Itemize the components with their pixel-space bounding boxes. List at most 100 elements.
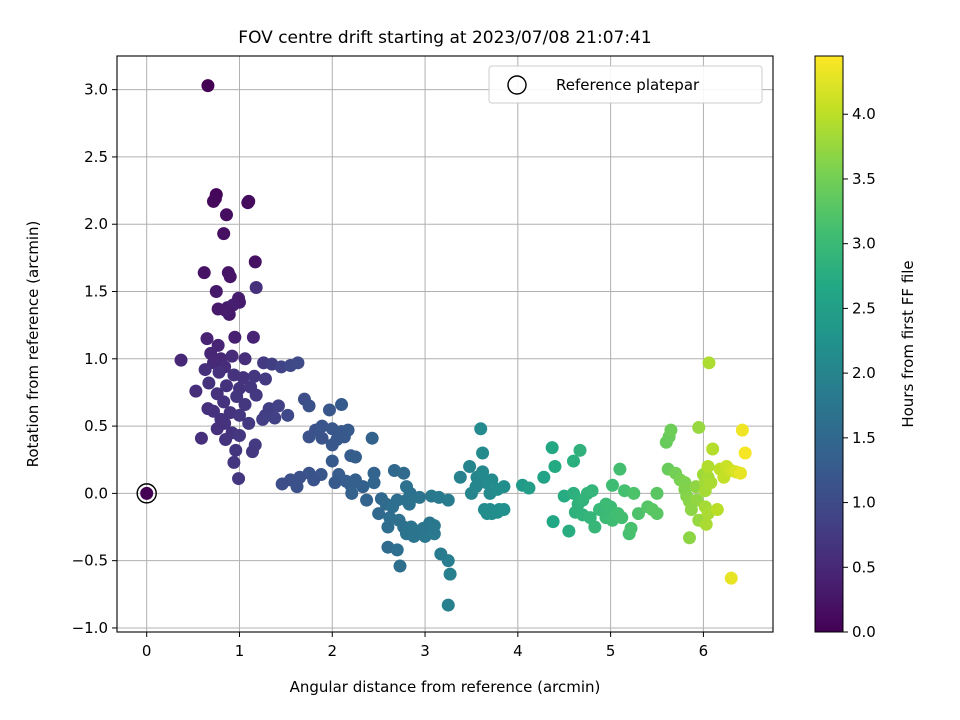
data-point: [290, 480, 304, 494]
data-point: [291, 356, 305, 370]
data-point: [227, 455, 241, 469]
colorbar-tick-label: 2.5: [852, 299, 876, 317]
data-point: [232, 472, 246, 486]
data-point: [443, 567, 457, 581]
y-axis-label: Rotation from reference (arcmin): [24, 221, 42, 468]
data-point: [546, 515, 560, 529]
data-point: [322, 403, 336, 417]
data-point: [393, 559, 407, 573]
x-axis-ticks: 0 1 2 3 4 5 6: [142, 632, 708, 660]
colorbar-label: Hours from first FF file: [899, 260, 917, 427]
data-point: [228, 330, 242, 344]
data-point: [367, 466, 381, 480]
data-point: [335, 398, 349, 412]
data-point: [453, 470, 467, 484]
data-point: [397, 466, 411, 480]
reference-marker-layer: [136, 483, 157, 504]
data-point: [249, 280, 263, 294]
x-tick-label: 6: [699, 642, 709, 660]
data-point: [212, 365, 226, 379]
data-point: [567, 454, 581, 468]
y-tick-label: 3.0: [84, 81, 108, 99]
y-tick-label: 2.0: [84, 215, 108, 233]
data-point: [631, 507, 645, 521]
data-point: [202, 376, 216, 390]
data-point: [469, 480, 483, 494]
data-point: [219, 379, 233, 393]
data-point: [390, 493, 404, 507]
data-point: [348, 450, 362, 464]
legend-entry-label: Reference platepar: [556, 76, 700, 94]
data-point: [217, 227, 231, 241]
chart-title: FOV centre drift starting at 2023/07/08 …: [238, 28, 651, 48]
data-point: [302, 399, 316, 413]
data-point: [548, 459, 562, 473]
data-point: [372, 507, 386, 521]
data-point: [627, 486, 641, 500]
reference-platepar-marker: [136, 483, 157, 504]
data-point: [463, 459, 477, 473]
x-tick-label: 2: [327, 642, 337, 660]
data-point: [474, 422, 488, 436]
data-point: [497, 503, 511, 517]
data-point: [356, 480, 370, 494]
data-point: [704, 476, 718, 490]
data-point: [230, 389, 244, 403]
data-point: [246, 330, 260, 344]
data-point: [238, 398, 252, 412]
data-point: [724, 571, 738, 585]
data-point: [706, 442, 720, 456]
data-point: [232, 429, 246, 443]
data-point: [537, 470, 551, 484]
data-point: [682, 531, 696, 545]
y-tick-label: 0.5: [84, 417, 108, 435]
colorbar-tick-label: 1.5: [852, 429, 876, 447]
y-tick-label: 1.0: [84, 350, 108, 368]
scatter-points: [174, 79, 752, 612]
data-point: [315, 431, 329, 445]
data-point: [248, 255, 262, 269]
data-point: [701, 459, 715, 473]
colorbar-ticks: 0.0 0.5 1.0 1.5 2.0 2.5 3.0 3.5 4.0: [843, 105, 876, 641]
data-point: [545, 441, 559, 455]
data-point: [315, 419, 329, 433]
data-point: [249, 388, 263, 402]
data-point: [271, 399, 285, 413]
data-point: [232, 408, 246, 422]
data-point: [588, 520, 602, 534]
data-point: [225, 349, 239, 363]
data-point: [567, 486, 581, 500]
data-point: [650, 486, 664, 500]
data-point: [734, 466, 748, 480]
data-point: [664, 423, 678, 437]
data-point: [219, 303, 233, 317]
data-point: [624, 521, 638, 535]
data-point: [174, 353, 188, 367]
data-point: [402, 497, 416, 511]
data-point: [441, 598, 455, 612]
data-point: [330, 433, 344, 447]
colorbar-tick-label: 4.0: [852, 105, 876, 123]
colorbar-tick-label: 0.0: [852, 623, 876, 641]
data-point: [236, 371, 250, 385]
data-point: [201, 79, 215, 93]
data-point: [390, 543, 404, 557]
colorbar: [814, 55, 844, 633]
data-point: [256, 412, 270, 426]
y-axis-ticks: −1.0 −0.5 0.0 0.5 1.0 1.5 2.0 2.5 3.0: [72, 81, 117, 637]
data-point: [562, 524, 576, 538]
legend-marker-circle: [507, 75, 527, 95]
data-point: [325, 454, 339, 468]
colorbar-tick-label: 3.0: [852, 235, 876, 253]
data-point: [302, 430, 316, 444]
data-point: [242, 416, 256, 430]
colorbar-tick-label: 2.0: [852, 364, 876, 382]
data-point: [238, 352, 252, 366]
data-point: [476, 446, 490, 460]
data-point: [328, 476, 342, 490]
data-point: [219, 208, 233, 222]
data-point: [200, 332, 214, 346]
x-axis-label: Angular distance from reference (arcmin): [290, 678, 601, 696]
data-point: [229, 443, 243, 457]
